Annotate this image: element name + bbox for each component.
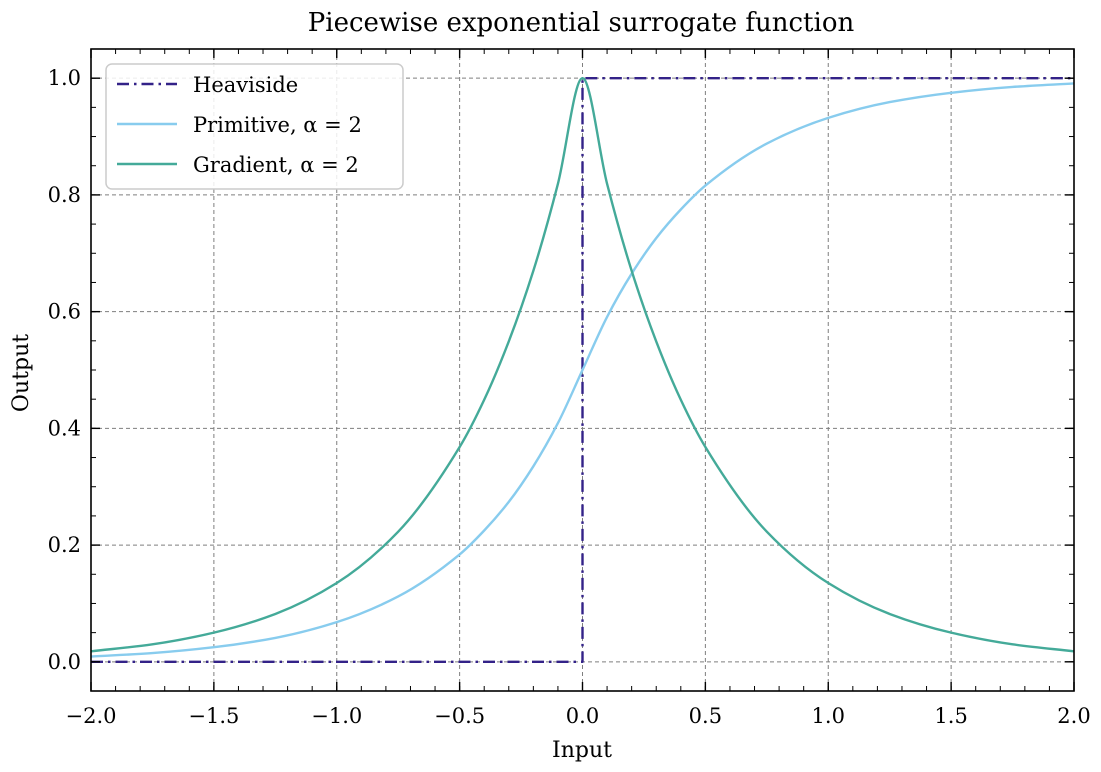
y-tick-label: 0.8 — [48, 183, 81, 207]
x-tick-label: −0.5 — [434, 704, 485, 728]
chart-title: Piecewise exponential surrogate function — [308, 8, 855, 38]
x-tick-label: 0.0 — [566, 704, 599, 728]
legend-frame — [105, 63, 404, 190]
legend-label-2: Gradient, α = 2 — [193, 153, 359, 177]
ticks: −2.0 −1.5 −1.0 −0.5 0.0 0.5 1.0 1.5 2.0 0.0 0.2 0.4… — [48, 48, 1091, 728]
x-tick-label: 1.0 — [812, 704, 845, 728]
y-tick-label: 1.0 — [48, 66, 81, 90]
series-line-0 — [91, 76, 1074, 664]
legend-label-0: Heaviside — [193, 73, 298, 97]
series-line-2 — [91, 76, 1074, 653]
x-tick-label: 2.0 — [1057, 704, 1090, 728]
x-tick-label: −1.0 — [311, 704, 362, 728]
x-axis-label: Input — [552, 738, 612, 763]
x-tick-label: 0.5 — [689, 704, 722, 728]
series-line-1 — [91, 82, 1074, 658]
x-tick-label: 1.5 — [934, 704, 967, 728]
y-tick-label: 0.0 — [48, 650, 81, 674]
series-layer — [91, 76, 1074, 664]
y-tick-label: 0.6 — [48, 300, 81, 324]
y-tick-label: 0.2 — [48, 533, 81, 557]
y-axis-label: Output — [9, 334, 34, 412]
y-tick-label: 0.4 — [48, 416, 81, 440]
legend: Heaviside Primitive, α = 2 Gradient, α = 2 — [105, 63, 404, 190]
x-tick-label: −1.5 — [188, 704, 239, 728]
x-tick-label: −2.0 — [66, 704, 117, 728]
legend-label-1: Primitive, α = 2 — [193, 113, 362, 137]
